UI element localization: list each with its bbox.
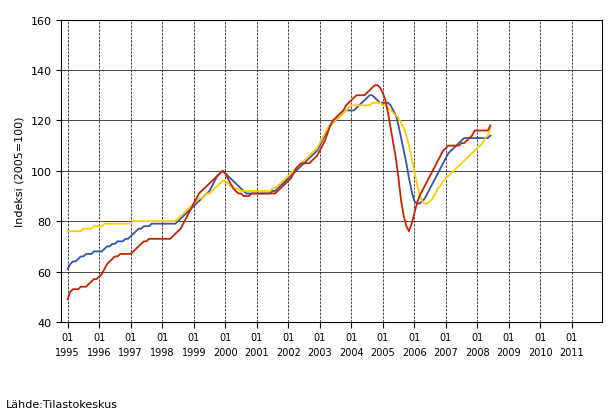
Text: 01: 01 <box>534 332 546 342</box>
Text: 01: 01 <box>440 332 452 342</box>
Text: 01: 01 <box>408 332 421 342</box>
Text: 01: 01 <box>251 332 263 342</box>
Kotimaan likevaihto <box>405 144 413 149</box>
Text: 2008: 2008 <box>465 347 489 357</box>
Text: 2000: 2000 <box>213 347 238 357</box>
Koko likevaihto <box>487 134 494 139</box>
Text: 01: 01 <box>345 332 357 342</box>
Line: Koko likevaihto: Koko likevaihto <box>68 96 491 269</box>
Vientilikevaihto <box>201 187 208 192</box>
Text: 1998: 1998 <box>150 347 174 357</box>
Text: 2007: 2007 <box>433 347 458 357</box>
Text: 2001: 2001 <box>244 347 269 357</box>
Text: 1997: 1997 <box>119 347 143 357</box>
Koko likevaihto <box>403 161 410 166</box>
Text: 2004: 2004 <box>339 347 363 357</box>
Text: 01: 01 <box>93 332 106 342</box>
Text: 01: 01 <box>565 332 578 342</box>
Kotimaan likevaihto <box>64 229 71 234</box>
Line: Vientilikevaihto: Vientilikevaihto <box>68 86 491 299</box>
Text: 01: 01 <box>503 332 515 342</box>
Y-axis label: Indeksi (2005=100): Indeksi (2005=100) <box>15 116 25 226</box>
Vientilikevaihto <box>64 297 71 302</box>
Text: 2009: 2009 <box>497 347 521 357</box>
Text: 2010: 2010 <box>528 347 553 357</box>
Line: Kotimaan likevaihto: Kotimaan likevaihto <box>68 104 491 232</box>
Text: 01: 01 <box>156 332 168 342</box>
Text: 01: 01 <box>188 332 200 342</box>
Text: 2002: 2002 <box>276 347 301 357</box>
Text: 2005: 2005 <box>370 347 395 357</box>
Text: 01: 01 <box>314 332 326 342</box>
Text: 1999: 1999 <box>182 347 206 357</box>
Koko likevaihto <box>201 194 208 199</box>
Text: 01: 01 <box>376 332 389 342</box>
Text: 01: 01 <box>471 332 483 342</box>
Koko likevaihto <box>101 247 108 252</box>
Text: 01: 01 <box>61 332 74 342</box>
Kotimaan likevaihto <box>343 109 350 114</box>
Kotimaan likevaihto <box>487 126 494 131</box>
Text: 01: 01 <box>125 332 137 342</box>
Koko likevaihto <box>343 109 350 114</box>
Kotimaan likevaihto <box>368 101 376 106</box>
Text: Lähde:Tilastokeskus: Lähde:Tilastokeskus <box>6 399 118 409</box>
Text: 2003: 2003 <box>308 347 332 357</box>
Text: 01: 01 <box>282 332 294 342</box>
Koko likevaihto <box>203 192 211 197</box>
Vientilikevaihto <box>101 267 108 272</box>
Koko likevaihto <box>405 176 413 181</box>
Text: 1996: 1996 <box>87 347 112 357</box>
Vientilikevaihto <box>403 224 410 229</box>
Text: 1995: 1995 <box>55 347 80 357</box>
Kotimaan likevaihto <box>403 134 410 139</box>
Text: 01: 01 <box>219 332 231 342</box>
Vientilikevaihto <box>203 184 211 189</box>
Koko likevaihto <box>64 267 71 272</box>
Vientilikevaihto <box>371 83 379 88</box>
Vientilikevaihto <box>405 229 413 234</box>
Text: 2006: 2006 <box>402 347 427 357</box>
Kotimaan likevaihto <box>201 194 208 199</box>
Koko likevaihto <box>366 94 373 99</box>
Vientilikevaihto <box>343 104 350 109</box>
Vientilikevaihto <box>487 124 494 129</box>
Kotimaan likevaihto <box>203 192 211 197</box>
Text: 2011: 2011 <box>559 347 584 357</box>
Kotimaan likevaihto <box>101 222 108 227</box>
